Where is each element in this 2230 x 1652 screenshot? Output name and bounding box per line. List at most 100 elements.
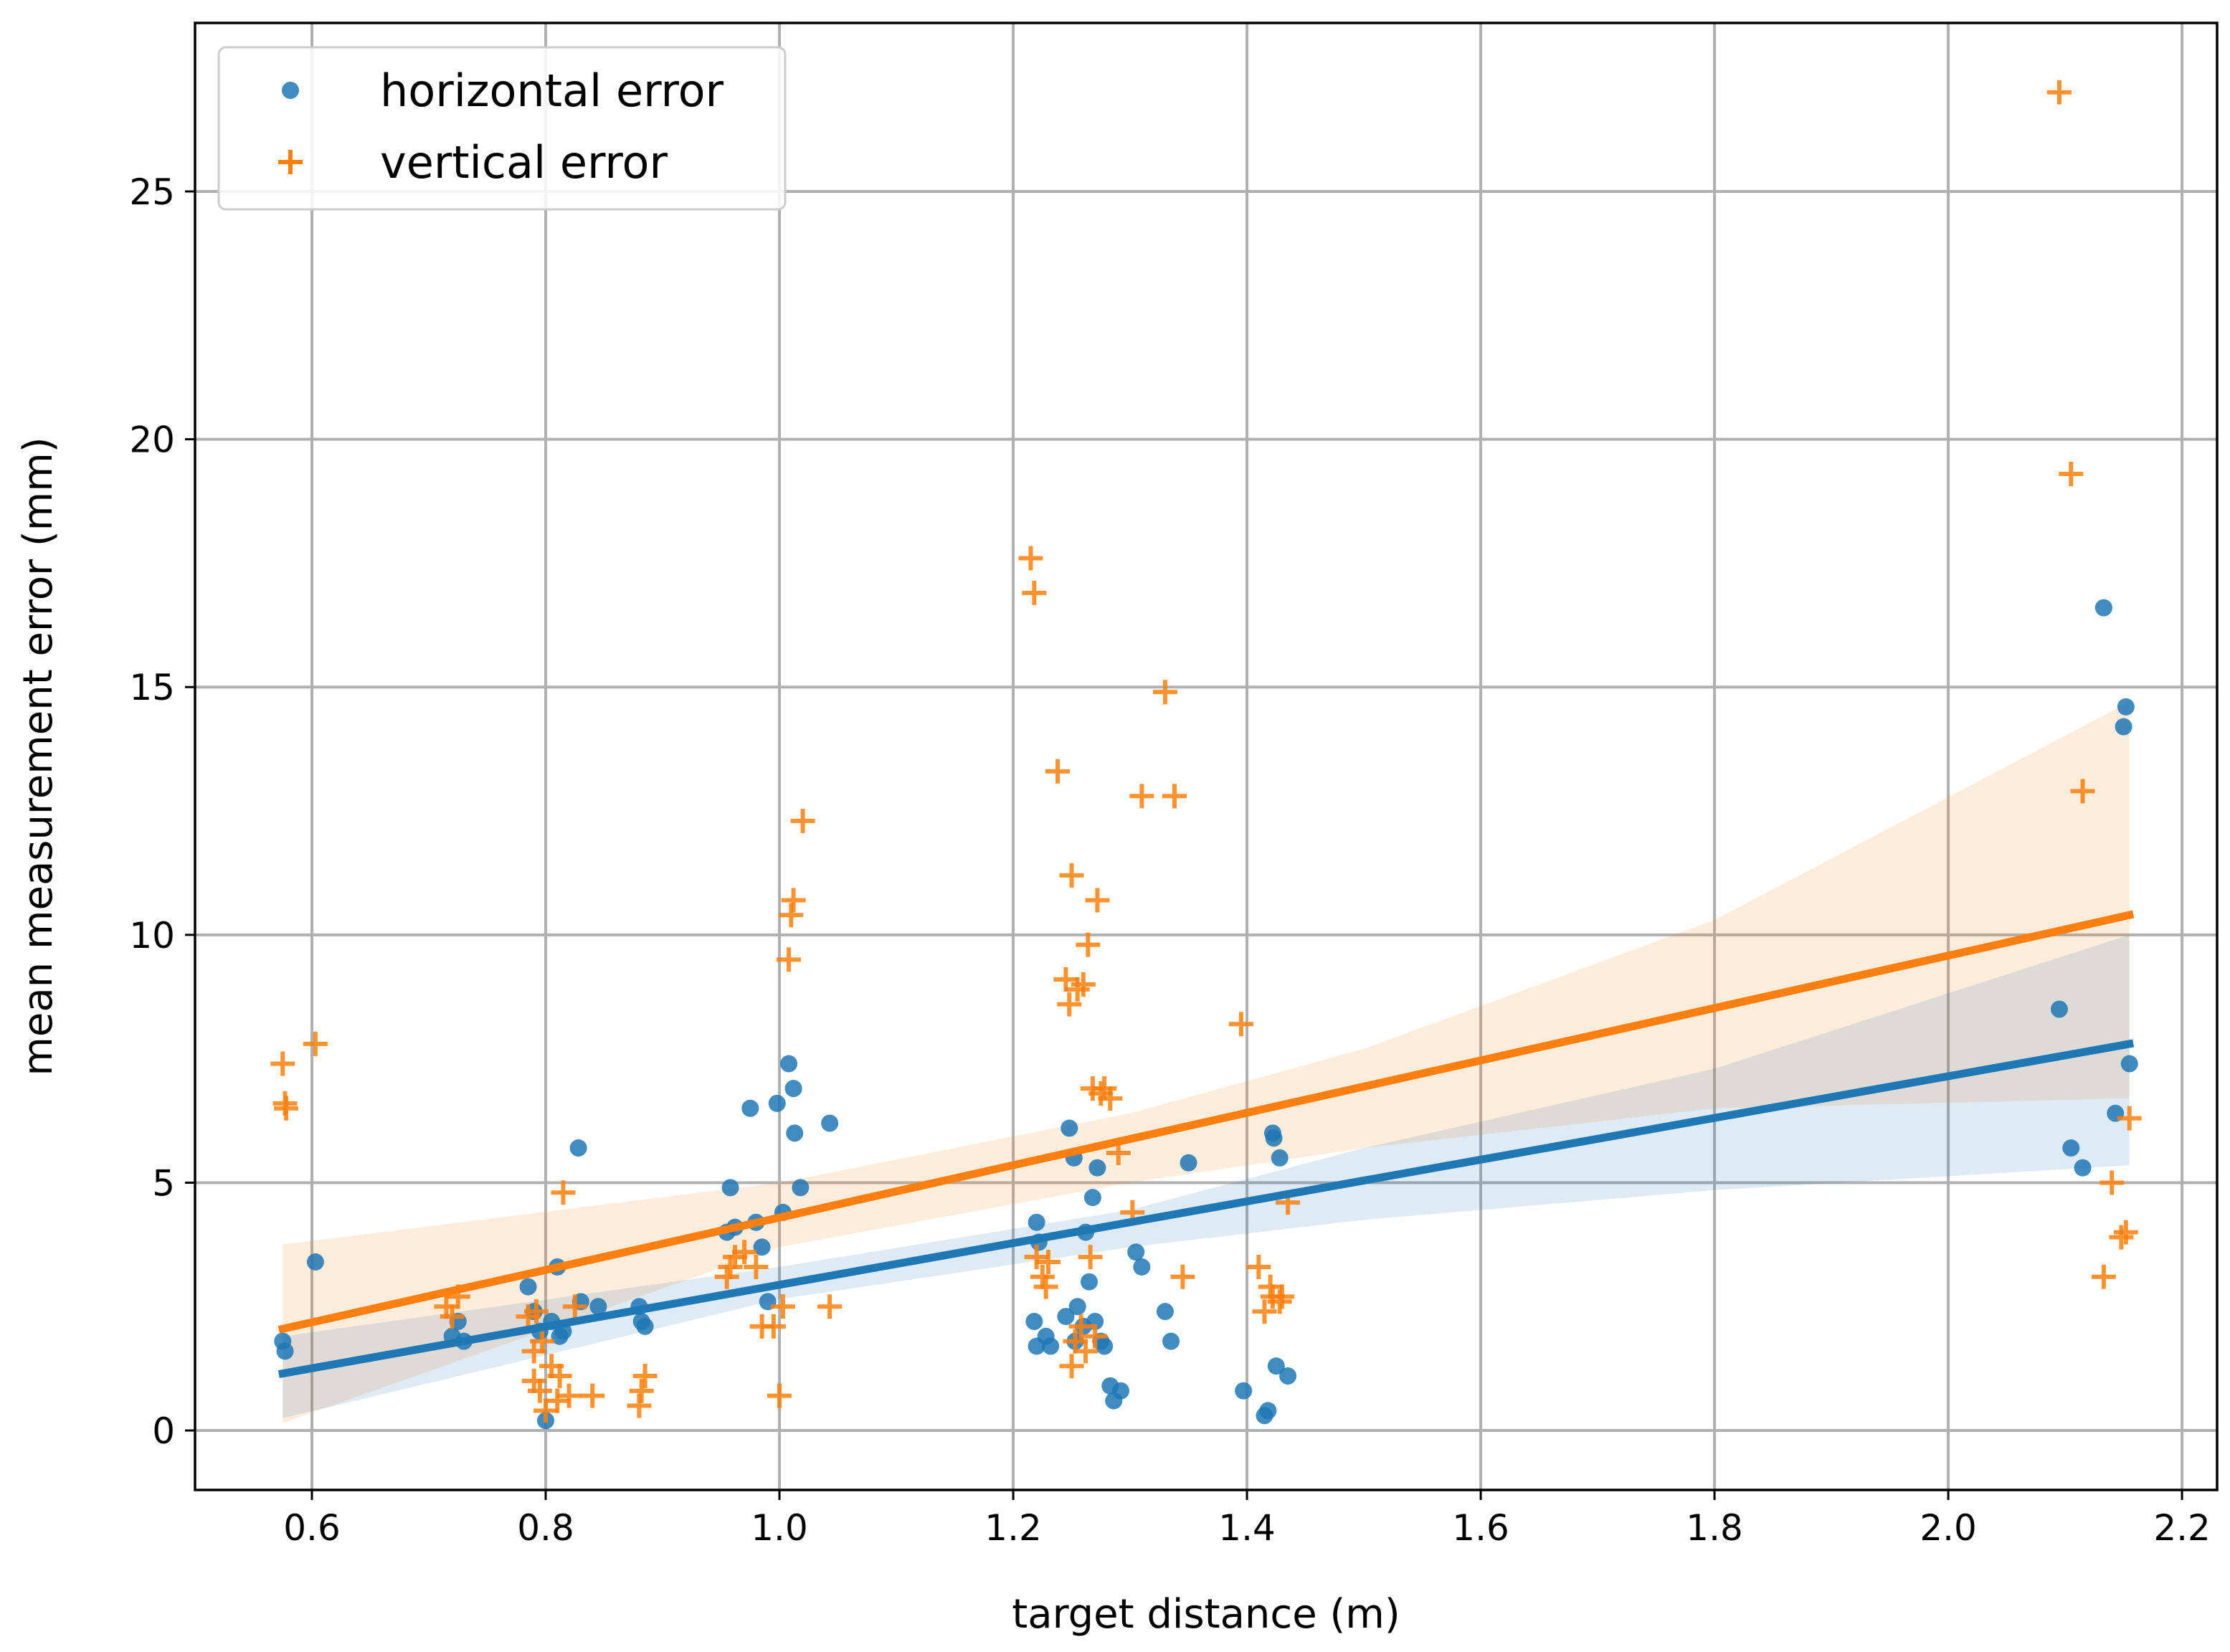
vertical-error-point (1024, 1245, 1049, 1270)
vertical-error-point (761, 1314, 786, 1339)
horizontal-error-point (1162, 1332, 1180, 1350)
vertical-error-point (1065, 977, 1090, 1002)
horizontal-error-point (753, 1238, 771, 1256)
horizontal-error-point (821, 1114, 839, 1132)
vertical-error-point (629, 1378, 654, 1403)
grid-lines (195, 23, 2217, 1490)
vertical-error-point (2091, 1264, 2116, 1289)
data-points (270, 80, 2142, 1430)
x-tick-label: 2.0 (1920, 1507, 1977, 1549)
vertical-error-point (1059, 863, 1084, 888)
vertical-error-point (1045, 759, 1070, 784)
horizontal-error-point (1028, 1213, 1045, 1231)
vertical-error-point (1022, 580, 1047, 605)
vertical-error-point (1018, 546, 1043, 571)
horizontal-error-point (1180, 1154, 1197, 1172)
horizontal-error-point (276, 1342, 294, 1360)
vertical-error-point (1152, 680, 1177, 705)
vertical-error-point (1057, 992, 1082, 1017)
vertical-error-point (527, 1378, 552, 1403)
horizontal-error-point (2115, 718, 2132, 736)
y-tick-label: 10 (129, 915, 175, 956)
vertical-error-point (530, 1329, 555, 1354)
vertical-error-point (2070, 779, 2095, 804)
x-tick-label: 1.8 (1686, 1507, 1743, 1549)
horizontal-error-point (2094, 599, 2112, 617)
vertical-error-point (632, 1364, 658, 1389)
vertical-error-point (817, 1294, 843, 1319)
plot-frame (194, 22, 2219, 1491)
vertical-error-point (790, 808, 815, 833)
vertical-error-point (1246, 1254, 1271, 1279)
horizontal-error-point (2117, 698, 2135, 716)
horizontal-error-point (780, 1055, 798, 1073)
vertical-error-point (303, 1031, 328, 1056)
x-tick-label: 0.8 (517, 1507, 574, 1549)
y-tick-label: 0 (152, 1410, 175, 1452)
vertical-error-point (1068, 1314, 1093, 1339)
vertical-error-point (770, 1294, 795, 1319)
horizontal-error-point (1057, 1308, 1075, 1326)
horizontal-error-point (2074, 1159, 2092, 1177)
x-tick-label: 1.0 (751, 1507, 808, 1549)
vertical-error-point (1083, 1324, 1108, 1349)
horizontal-error-point (1088, 1159, 1106, 1177)
vertical-error-point (523, 1299, 549, 1324)
horizontal-error-point (519, 1278, 537, 1296)
horizontal-error-point (1042, 1337, 1060, 1355)
horizontal-error-point (1133, 1258, 1151, 1276)
legend-label-vertical: vertical error (380, 136, 668, 189)
vertical-error-point (274, 1096, 299, 1121)
vertical-error-point (2117, 1106, 2142, 1131)
vertical-error-point (580, 1383, 605, 1408)
horizontal-error-point (1025, 1312, 1043, 1330)
legend-label-horizontal: horizontal error (380, 65, 724, 117)
vertical-error-point (1076, 932, 1101, 957)
horizontal-error-point (2062, 1139, 2080, 1157)
horizontal-error-point (1235, 1382, 1253, 1400)
vertical-error-point (1267, 1289, 1292, 1314)
vertical-error-point (2059, 462, 2084, 487)
horizontal-error-point (768, 1094, 786, 1112)
horizontal-error-point (1156, 1303, 1174, 1321)
vertical-error-point (2109, 1225, 2134, 1250)
horizontal-error-point (1271, 1149, 1289, 1167)
horizontal-error-point (1083, 1189, 1101, 1207)
vertical-error-point (1098, 1086, 1123, 1111)
horizontal-error-point (1265, 1129, 1283, 1147)
vertical-error-point (551, 1180, 576, 1205)
x-tick-label: 1.2 (984, 1507, 1042, 1549)
horizontal-error-point (741, 1099, 759, 1117)
vertical-error-point (1170, 1264, 1195, 1289)
y-tick-label: 15 (129, 667, 175, 708)
horizontal-error-point (636, 1317, 654, 1335)
horizontal-error-point (1259, 1402, 1277, 1420)
horizontal-error-point (784, 1080, 802, 1098)
vertical-error-point (1162, 784, 1187, 809)
horizontal-error-point (306, 1253, 324, 1271)
x-axis-label: target distance (m) (1012, 1591, 1400, 1638)
horizontal-error-point (786, 1124, 804, 1142)
vertical-error-point (1252, 1299, 1277, 1324)
vertical-error-point (779, 903, 804, 928)
legend: horizontal error vertical error (217, 46, 787, 211)
vertical-error-point (777, 947, 802, 972)
regression-lines (277, 910, 2135, 1378)
horizontal-error-point (721, 1179, 739, 1197)
regression-line-vertical (277, 910, 2135, 1334)
vertical-error-point (1035, 1250, 1061, 1275)
vertical-error-point (1085, 888, 1110, 913)
horizontal-error-point (1279, 1367, 1297, 1385)
regression-line-horizontal (277, 1039, 2135, 1378)
vertical-error-point (732, 1240, 757, 1265)
vertical-error-point (1059, 1354, 1084, 1379)
vertical-error-point (547, 1364, 572, 1389)
legend-marker-horizontal (282, 82, 299, 99)
vertical-error-point (2099, 1170, 2125, 1195)
legend-box (217, 46, 787, 211)
vertical-error-point (781, 888, 806, 913)
horizontal-error-point (1112, 1382, 1130, 1400)
vertical-error-point (545, 1388, 570, 1413)
